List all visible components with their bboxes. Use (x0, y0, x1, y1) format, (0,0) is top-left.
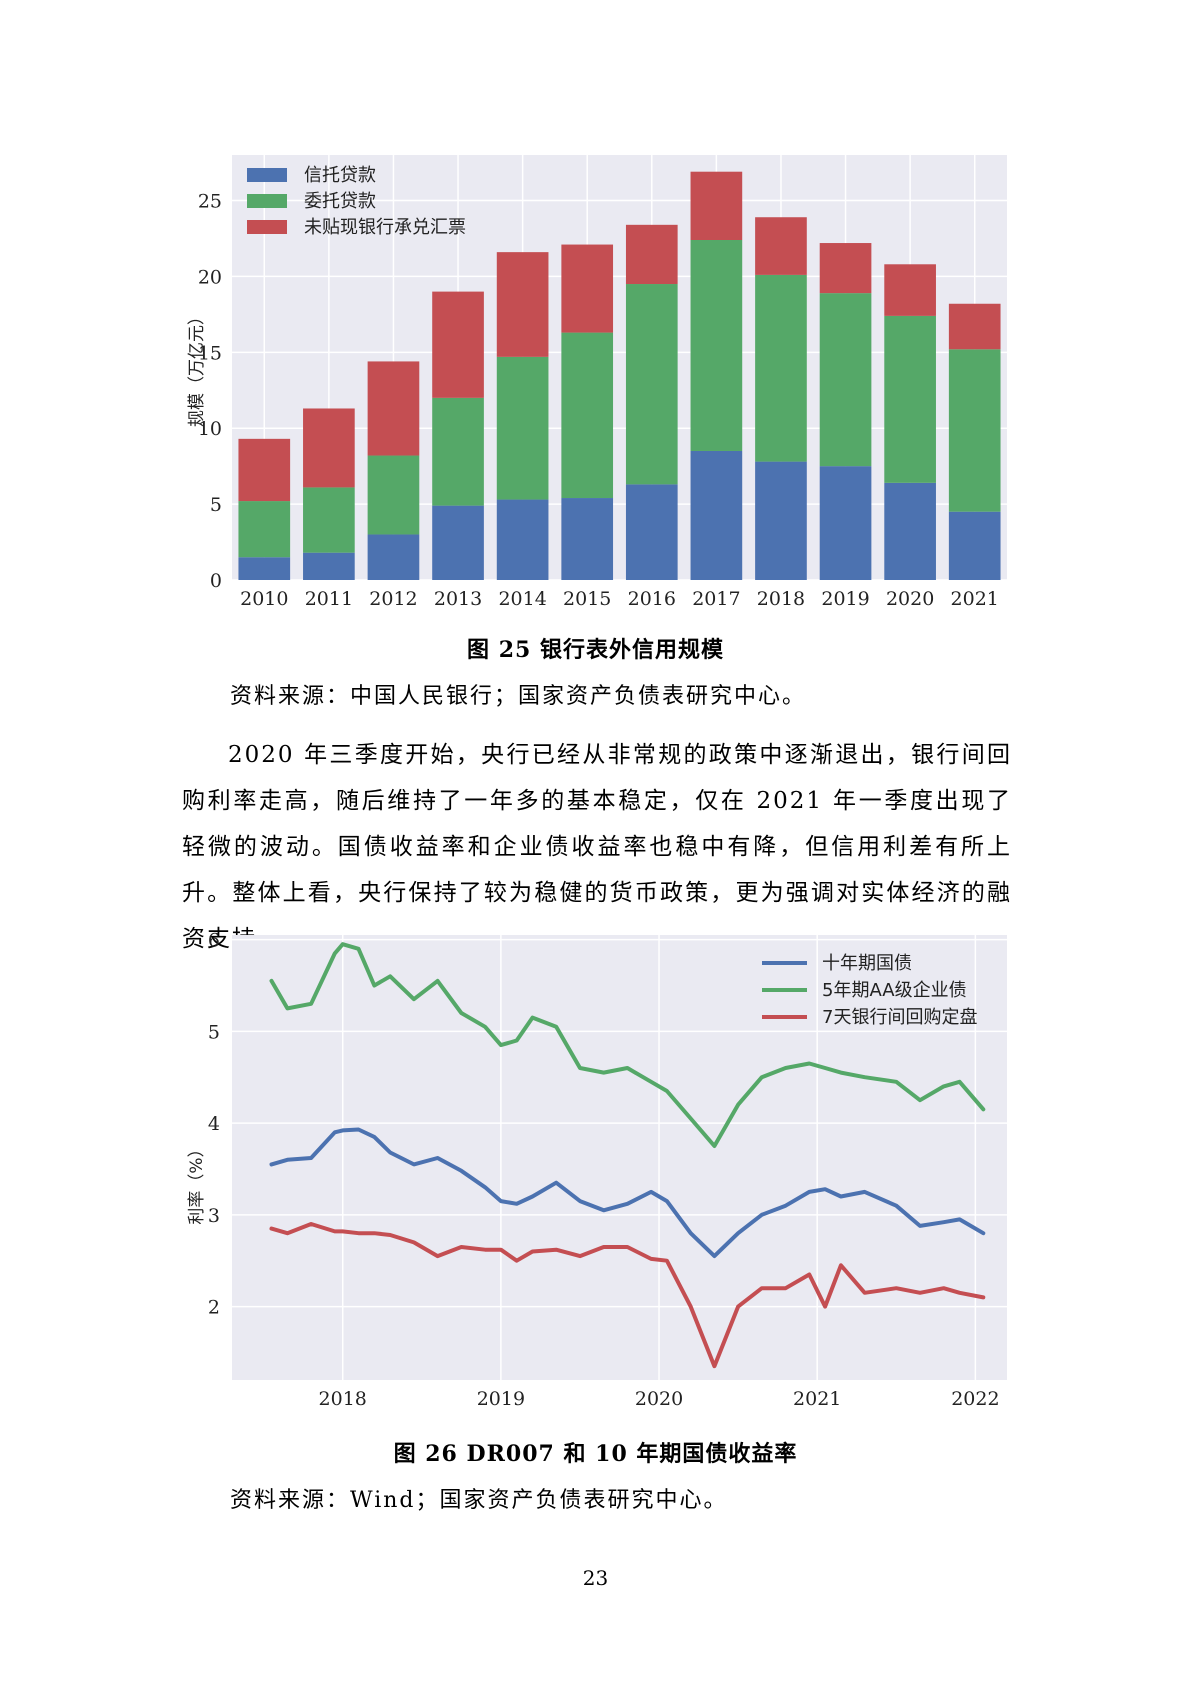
x-tick-label: 2013 (434, 588, 482, 610)
bar-segment (948, 303, 1001, 350)
bar-segment (690, 171, 743, 240)
bar-segment (238, 501, 291, 558)
bar-segment (432, 505, 484, 580)
y-axis-label: 利率（%） (187, 1140, 207, 1224)
bar-segment (496, 356, 549, 500)
bar-segment (625, 224, 678, 285)
x-tick-label: 2010 (240, 588, 288, 610)
x-tick-label: 2022 (951, 1388, 999, 1410)
line-chart: 2 3 4 5 6 2018 2019 2020 2021 2022 十年期国债 5年期AA级企业债 7… (187, 930, 1007, 1410)
x-tick-label: 2019 (821, 588, 869, 610)
legend-swatch (247, 194, 287, 208)
x-tick-label: 2020 (886, 588, 934, 610)
y-tick-label: 4 (208, 1113, 220, 1135)
bar-segment (948, 511, 1001, 580)
legend-swatch (247, 168, 287, 182)
bar-segment (884, 482, 936, 580)
legend-label: 5年期AA级企业债 (822, 980, 967, 1001)
plot-area (232, 935, 1007, 1380)
y-tick-label: 10 (198, 418, 222, 440)
bar-segment (561, 244, 614, 333)
legend-label: 十年期国债 (822, 953, 912, 974)
bar-segment (496, 252, 549, 357)
bar-segment (238, 438, 291, 502)
bar-segment (755, 274, 807, 462)
y-tick-label: 6 (208, 930, 220, 952)
bar-segment (367, 455, 420, 535)
page-number: 23 (582, 1566, 609, 1590)
bar-segment (238, 557, 291, 580)
figure-25-caption: 图 25 银行表外信用规模 (467, 637, 724, 663)
bar-segment (303, 408, 355, 488)
series-line (269, 1222, 986, 1369)
body-paragraph: 2020 年三季度开始，央行已经从非常规的政策中逐渐退出，银行间回购利率走高，随… (182, 732, 1012, 962)
x-tick-label: 2012 (369, 588, 417, 610)
bar-segment (819, 293, 872, 467)
bar-segment (367, 361, 420, 456)
x-tick-label: 2017 (692, 588, 740, 610)
y-tick-label: 5 (208, 1021, 220, 1043)
figure-26-source: 资料来源：Wind；国家资产负债表研究中心。 (230, 1488, 728, 1513)
legend-label: 委托贷款 (304, 191, 376, 212)
bar-segment (561, 332, 614, 499)
x-tick-label: 2011 (305, 588, 353, 610)
bar-segment (496, 499, 549, 580)
x-tick-label: 2018 (757, 588, 805, 610)
y-tick-label: 15 (198, 342, 222, 364)
y-tick-label: 0 (210, 570, 222, 592)
figure-26-caption: 图 26 DR007 和 10 年期国债收益率 (393, 1441, 798, 1467)
body-paragraph-text: 2020 年三季度开始，央行已经从非常规的政策中逐渐退出，银行间回购利率走高，随… (182, 742, 1012, 952)
bar-segment (561, 498, 614, 580)
y-tick-label: 5 (210, 494, 222, 516)
bar-segment (625, 284, 678, 485)
bar-segment (948, 349, 1001, 512)
x-tick-label: 2018 (319, 1388, 367, 1410)
series-line (269, 942, 986, 1148)
figure-25-source: 资料来源：中国人民银行；国家资产负债表研究中心。 (230, 684, 807, 709)
x-tick-label: 2014 (498, 588, 546, 610)
bar-segment (884, 264, 936, 316)
x-tick-label: 2015 (563, 588, 611, 610)
bar-segment (625, 484, 678, 580)
x-tick-label: 2020 (635, 1388, 683, 1410)
bar-segment (367, 534, 420, 580)
legend-label: 信托贷款 (304, 165, 376, 186)
bar-segment (690, 240, 743, 451)
x-tick-label: 2019 (477, 1388, 525, 1410)
x-tick-label: 2021 (793, 1388, 841, 1410)
bar-segment (755, 461, 807, 580)
x-tick-label: 2016 (628, 588, 676, 610)
bar-segment (819, 243, 872, 294)
y-tick-label: 3 (208, 1205, 220, 1227)
bar-segment (303, 552, 355, 580)
bar-segment (690, 450, 743, 580)
bar-segment (303, 487, 355, 553)
bar-segment (432, 397, 484, 506)
plot-area (232, 155, 1007, 580)
legend-label: 未贴现银行承兑汇票 (304, 217, 466, 238)
bar-segment (819, 466, 872, 580)
bar-segment (755, 217, 807, 275)
stacked-bar-chart: 0 5 10 15 20 25 2010 2011 2012 2013 2014 2015 2016 20… (187, 155, 1007, 610)
y-axis-label: 规模（万亿元） (187, 308, 207, 427)
bar-segment (432, 291, 484, 398)
bar-segment (884, 315, 936, 483)
x-tick-label: 2021 (951, 588, 999, 610)
legend-label: 7天银行间回购定盘 (822, 1007, 977, 1028)
series-line (269, 1127, 986, 1259)
y-tick-label: 25 (198, 191, 222, 213)
y-tick-label: 2 (208, 1297, 220, 1319)
legend-swatch (247, 220, 287, 234)
y-tick-label: 20 (198, 266, 222, 288)
